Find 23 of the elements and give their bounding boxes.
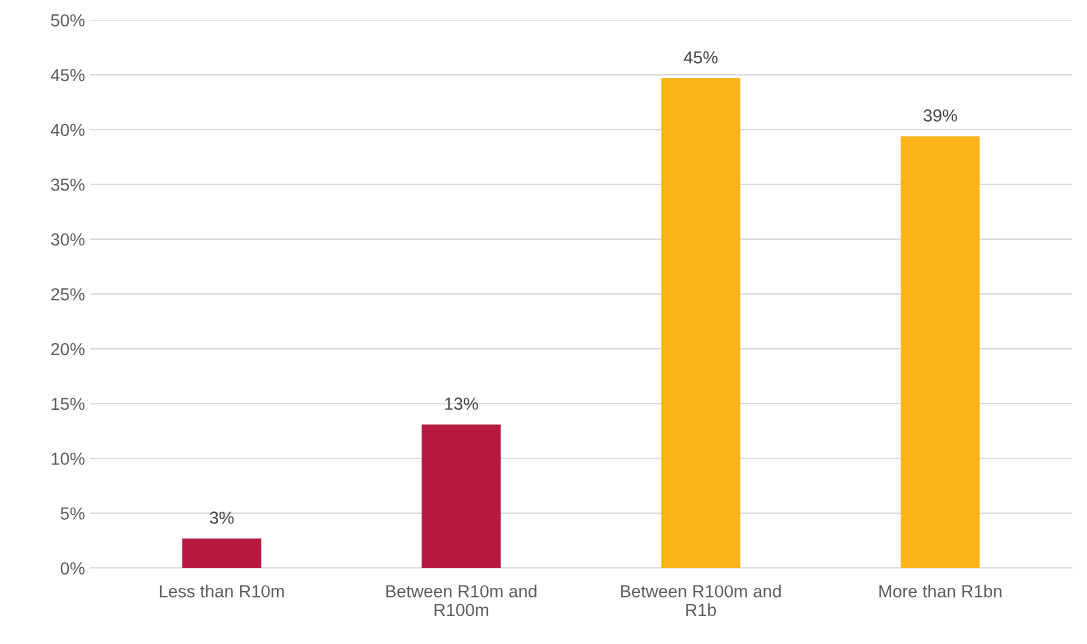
y-tick-label: 50%	[51, 14, 85, 27]
data-label: 13%	[445, 397, 478, 410]
x-tick-label: More than R1bn	[879, 584, 1002, 598]
y-tick-label: 25%	[51, 288, 85, 301]
y-tick-label: 5%	[60, 507, 85, 520]
data-label: 3%	[209, 511, 234, 524]
bar	[900, 136, 980, 568]
x-tick-label: Between R100m and R1b	[621, 584, 781, 617]
x-tick-label: Less than R10m	[159, 584, 284, 598]
bar	[182, 538, 262, 568]
y-tick-label: 45%	[50, 69, 85, 82]
data-label: 39%	[923, 109, 958, 122]
bar	[661, 78, 741, 568]
data-label: 45%	[683, 51, 718, 64]
y-tick-label: 40%	[50, 123, 85, 137]
x-tick-label: Between R10m and R100m	[386, 584, 537, 617]
y-tick-label: 10%	[51, 452, 85, 465]
y-tick-label: 30%	[51, 233, 85, 246]
y-tick-label: 15%	[51, 397, 85, 411]
y-tick-label: 20%	[51, 342, 85, 356]
y-tick-label: 35%	[51, 178, 85, 191]
bar	[421, 424, 501, 568]
y-tick-label: 0%	[60, 562, 85, 575]
